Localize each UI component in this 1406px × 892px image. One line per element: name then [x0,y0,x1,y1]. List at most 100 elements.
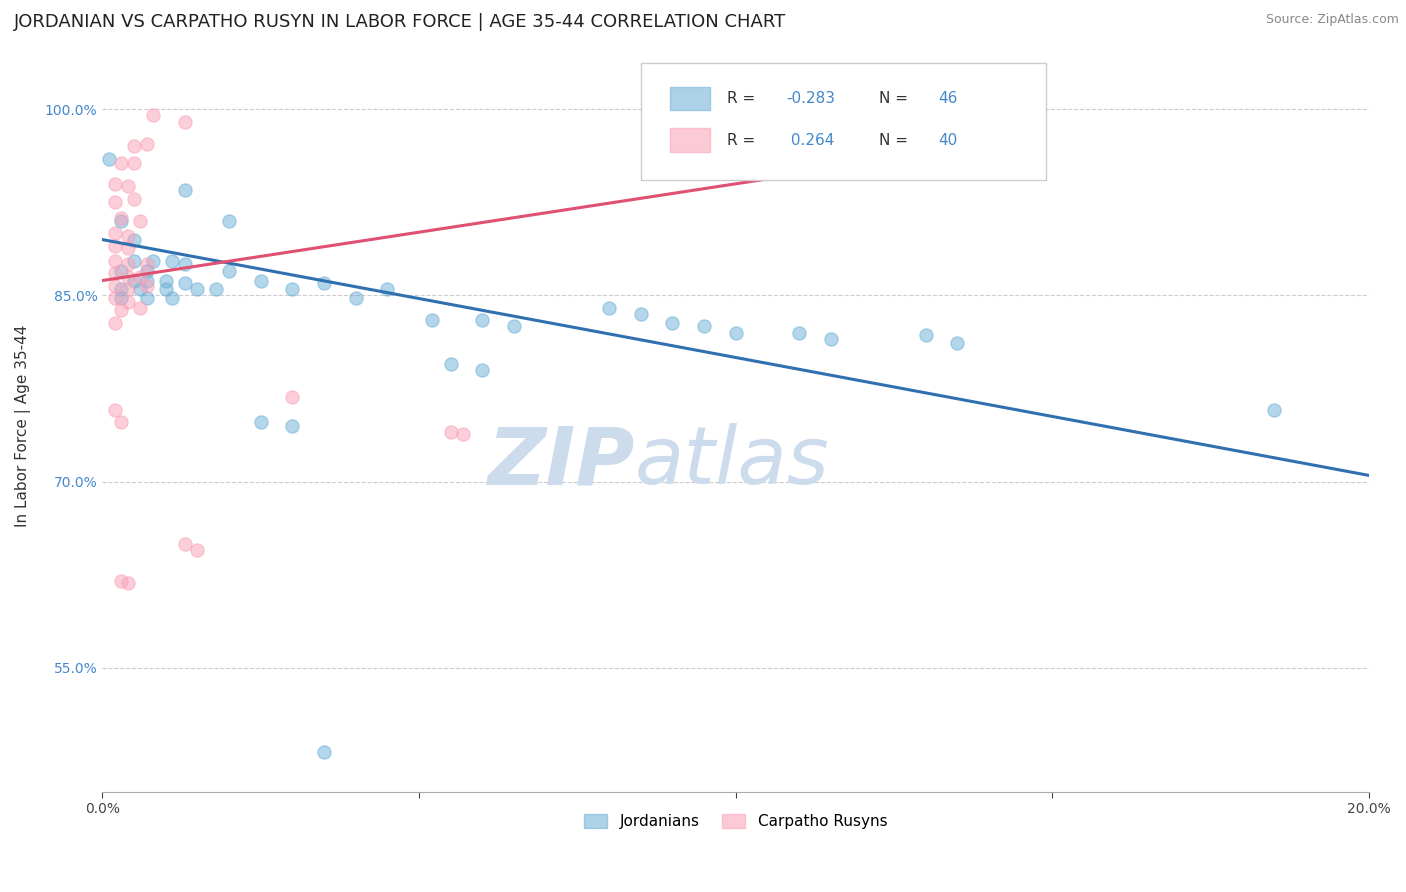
FancyBboxPatch shape [669,87,710,110]
Point [117,576,139,591]
Point [122,192,145,206]
Point [249,415,271,429]
Point [1263,402,1285,417]
Point [440,425,463,439]
Point [135,263,157,277]
Point [218,263,240,277]
Point [117,269,139,284]
Point [142,108,165,122]
Point [173,276,195,290]
Point [110,155,132,169]
Point [104,227,127,241]
Point [173,183,195,197]
Point [135,257,157,271]
Point [129,214,152,228]
FancyBboxPatch shape [641,63,1046,180]
Point [129,269,152,284]
Point [377,282,399,296]
Point [129,301,152,315]
Point [110,214,132,228]
Point [598,301,620,315]
Point [281,418,304,433]
Point [122,233,145,247]
Text: Source: ZipAtlas.com: Source: ZipAtlas.com [1265,13,1399,27]
Point [122,139,145,153]
Point [104,177,127,191]
Point [110,303,132,318]
Point [186,542,208,557]
Text: N =: N = [879,133,912,148]
Point [135,278,157,293]
Text: R =: R = [727,133,761,148]
Point [129,282,152,296]
Point [110,263,132,277]
Point [693,319,716,334]
Point [281,282,304,296]
Point [110,282,132,296]
Point [820,332,842,346]
Text: atlas: atlas [634,424,830,501]
Point [104,278,127,293]
Point [135,291,157,305]
Point [173,257,195,271]
Point [135,136,157,151]
Point [104,316,127,330]
Point [155,274,177,288]
Point [104,402,127,417]
Point [110,574,132,588]
Text: ZIP: ZIP [486,424,634,501]
Point [135,274,157,288]
Text: 0.264: 0.264 [786,133,835,148]
Point [104,239,127,253]
Point [503,319,526,334]
Point [122,274,145,288]
Point [97,152,120,166]
Point [914,328,936,343]
FancyBboxPatch shape [669,128,710,152]
Point [471,363,494,377]
Text: JORDANIAN VS CARPATHO RUSYN IN LABOR FORCE | AGE 35-44 CORRELATION CHART: JORDANIAN VS CARPATHO RUSYN IN LABOR FOR… [14,13,786,31]
Point [249,274,271,288]
Point [142,253,165,268]
Legend: Jordanians, Carpatho Rusyns: Jordanians, Carpatho Rusyns [578,808,893,836]
Point [117,241,139,255]
Point [117,257,139,271]
Point [312,745,335,759]
Point [110,211,132,226]
Point [630,307,652,321]
Point [117,294,139,309]
Y-axis label: In Labor Force | Age 35-44: In Labor Force | Age 35-44 [15,325,31,527]
Point [104,195,127,210]
Point [117,179,139,194]
Text: R =: R = [727,91,761,106]
Point [160,291,183,305]
Point [344,291,367,305]
Point [104,253,127,268]
Point [117,282,139,296]
Point [173,537,195,551]
Point [117,228,139,243]
Text: 40: 40 [938,133,957,148]
Point [160,253,183,268]
Point [122,155,145,169]
Point [281,390,304,404]
Point [420,313,443,327]
Point [724,326,747,340]
Text: N =: N = [879,91,912,106]
Point [186,282,208,296]
Point [155,282,177,296]
Point [104,266,127,280]
Text: -0.283: -0.283 [786,91,835,106]
Point [173,114,195,128]
Point [440,357,463,371]
Point [205,282,228,296]
Text: 46: 46 [938,91,957,106]
Point [453,427,475,442]
Point [661,316,683,330]
Point [110,291,132,305]
Point [122,253,145,268]
Point [312,276,335,290]
Point [471,313,494,327]
Point [104,291,127,305]
Point [946,335,969,350]
